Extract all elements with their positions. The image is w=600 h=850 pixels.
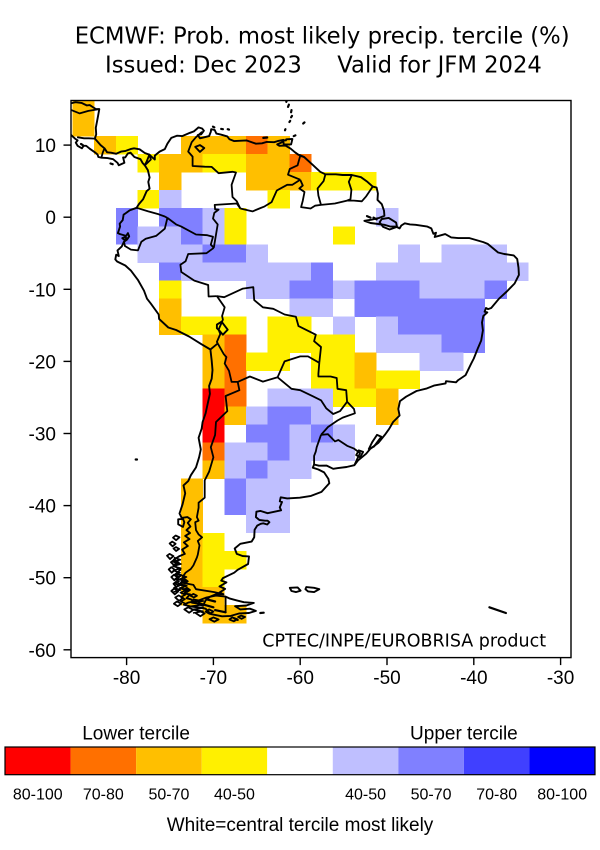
svg-text:40-50: 40-50 [214,786,255,803]
svg-text:-60: -60 [286,668,313,689]
svg-text:-60: -60 [29,641,56,662]
svg-text:Lower tercile: Lower tercile [82,724,190,745]
svg-text:ECMWF: Prob. most likely preci: ECMWF: Prob. most likely precip. tercile… [75,23,570,49]
svg-text:-10: -10 [29,280,56,301]
svg-text:Upper tercile: Upper tercile [410,724,518,745]
svg-text:Valid for JFM 2024: Valid for JFM 2024 [337,52,542,78]
svg-text:50-70: 50-70 [411,786,452,803]
svg-text:70-80: 70-80 [83,786,124,803]
svg-text:10: 10 [35,136,56,157]
svg-text:-30: -30 [29,425,56,446]
svg-text:Issued: Dec 2023: Issued: Dec 2023 [105,52,302,78]
svg-text:-40: -40 [29,497,56,518]
svg-text:50-70: 50-70 [148,786,189,803]
svg-text:-50: -50 [29,569,56,590]
svg-text:-50: -50 [373,668,400,689]
svg-text:-30: -30 [547,668,574,689]
svg-text:-80: -80 [113,668,140,689]
svg-text:40-50: 40-50 [345,786,386,803]
svg-text:0: 0 [45,208,56,229]
svg-text:-40: -40 [460,668,487,689]
svg-text:-20: -20 [29,352,56,373]
svg-text:CPTEC/INPE/EUROBRISA product: CPTEC/INPE/EUROBRISA product [262,632,546,652]
svg-text:80-100: 80-100 [537,786,587,803]
svg-text:-70: -70 [200,668,227,689]
svg-text:White=central tercile most lik: White=central tercile most likely [167,815,434,836]
svg-text:70-80: 70-80 [476,786,517,803]
svg-text:80-100: 80-100 [13,786,63,803]
